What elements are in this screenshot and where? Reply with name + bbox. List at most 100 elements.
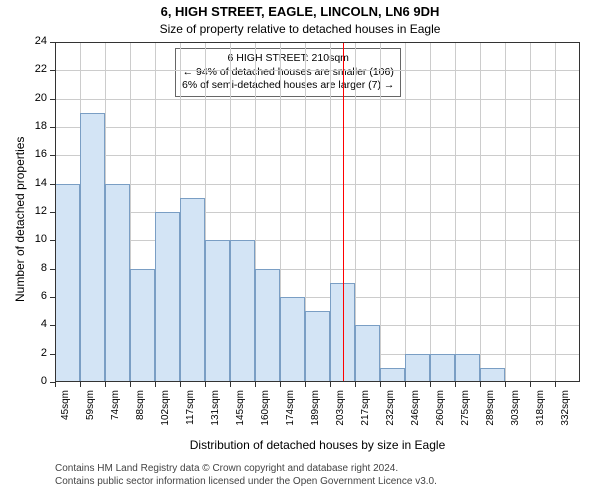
x-tick-label: 289sqm	[485, 390, 496, 435]
x-tick-label: 59sqm	[85, 390, 96, 435]
y-tick-label: 22	[23, 63, 47, 75]
x-tick	[255, 382, 256, 387]
x-tick-label: 318sqm	[535, 390, 546, 435]
x-tick-label: 332sqm	[560, 390, 571, 435]
x-tick-label: 246sqm	[410, 390, 421, 435]
annotation-line1: 6 HIGH STREET: 210sqm	[182, 52, 394, 66]
x-tick-label: 303sqm	[510, 390, 521, 435]
gridline-v	[530, 42, 531, 382]
histogram-bar	[305, 311, 330, 382]
gridline-h	[55, 240, 580, 241]
x-tick	[230, 382, 231, 387]
x-tick-label: 131sqm	[210, 390, 221, 435]
y-tick-label: 0	[23, 375, 47, 387]
x-tick	[80, 382, 81, 387]
footer-line2: Contains public sector information licen…	[55, 475, 437, 488]
x-tick-label: 275sqm	[460, 390, 471, 435]
x-tick	[455, 382, 456, 387]
histogram-bar	[205, 240, 230, 382]
chart-title: 6, HIGH STREET, EAGLE, LINCOLN, LN6 9DH	[0, 4, 600, 19]
chart-subtitle: Size of property relative to detached ho…	[0, 22, 600, 36]
annotation-line3: 6% of semi-detached houses are larger (7…	[182, 79, 394, 93]
gridline-h	[55, 184, 580, 185]
histogram-bar	[280, 297, 305, 382]
x-axis-label: Distribution of detached houses by size …	[55, 438, 580, 452]
histogram-bar	[255, 269, 280, 382]
y-tick-label: 10	[23, 233, 47, 245]
x-tick	[405, 382, 406, 387]
y-tick-label: 20	[23, 92, 47, 104]
y-tick	[50, 70, 55, 71]
y-tick-label: 12	[23, 205, 47, 217]
annotation-box: 6 HIGH STREET: 210sqm ← 94% of detached …	[175, 48, 401, 97]
gridline-h	[55, 99, 580, 100]
x-tick	[555, 382, 556, 387]
histogram-bar	[430, 354, 455, 382]
gridline-h	[55, 70, 580, 71]
x-tick	[380, 382, 381, 387]
x-tick	[280, 382, 281, 387]
histogram-bar	[105, 184, 130, 382]
histogram-bar	[130, 269, 155, 382]
x-tick	[355, 382, 356, 387]
gridline-h	[55, 127, 580, 128]
histogram-bar	[455, 354, 480, 382]
histogram-bar	[355, 325, 380, 382]
gridline-v	[505, 42, 506, 382]
footer-attribution: Contains HM Land Registry data © Crown c…	[55, 462, 437, 488]
x-tick-label: 260sqm	[435, 390, 446, 435]
gridline-v	[555, 42, 556, 382]
gridline-v	[455, 42, 456, 382]
gridline-v	[380, 42, 381, 382]
y-tick-label: 18	[23, 120, 47, 132]
x-tick-label: 217sqm	[360, 390, 371, 435]
histogram-bar	[155, 212, 180, 382]
histogram-bar	[230, 240, 255, 382]
y-tick-label: 8	[23, 262, 47, 274]
y-tick-label: 14	[23, 177, 47, 189]
y-tick-label: 4	[23, 318, 47, 330]
histogram-bar	[180, 198, 205, 382]
footer-line1: Contains HM Land Registry data © Crown c…	[55, 462, 437, 475]
x-tick	[180, 382, 181, 387]
x-tick-label: 174sqm	[285, 390, 296, 435]
x-tick	[130, 382, 131, 387]
x-tick	[330, 382, 331, 387]
histogram-bar	[80, 113, 105, 382]
y-tick	[50, 99, 55, 100]
y-tick-label: 24	[23, 35, 47, 47]
y-tick	[50, 42, 55, 43]
x-tick	[305, 382, 306, 387]
gridline-v	[480, 42, 481, 382]
y-tick-label: 2	[23, 347, 47, 359]
x-tick	[530, 382, 531, 387]
x-tick	[105, 382, 106, 387]
x-tick	[155, 382, 156, 387]
x-tick	[55, 382, 56, 387]
x-tick-label: 160sqm	[260, 390, 271, 435]
gridline-v	[405, 42, 406, 382]
chart-container: 6, HIGH STREET, EAGLE, LINCOLN, LN6 9DH …	[0, 0, 600, 500]
x-tick-label: 88sqm	[135, 390, 146, 435]
x-tick-label: 203sqm	[335, 390, 346, 435]
histogram-bar	[480, 368, 505, 382]
x-tick	[480, 382, 481, 387]
x-tick-label: 45sqm	[60, 390, 71, 435]
x-tick-label: 232sqm	[385, 390, 396, 435]
x-tick-label: 74sqm	[110, 390, 121, 435]
gridline-h	[55, 212, 580, 213]
y-tick-label: 6	[23, 290, 47, 302]
gridline-v	[430, 42, 431, 382]
x-tick	[205, 382, 206, 387]
histogram-bar	[405, 354, 430, 382]
x-tick	[505, 382, 506, 387]
y-tick	[50, 127, 55, 128]
gridline-h	[55, 155, 580, 156]
x-tick	[430, 382, 431, 387]
y-tick	[50, 155, 55, 156]
x-tick-label: 117sqm	[185, 390, 196, 435]
marker-line	[343, 42, 344, 382]
x-tick-label: 102sqm	[160, 390, 171, 435]
histogram-bar	[55, 184, 80, 382]
annotation-line2: ← 94% of detached houses are smaller (10…	[182, 66, 394, 80]
